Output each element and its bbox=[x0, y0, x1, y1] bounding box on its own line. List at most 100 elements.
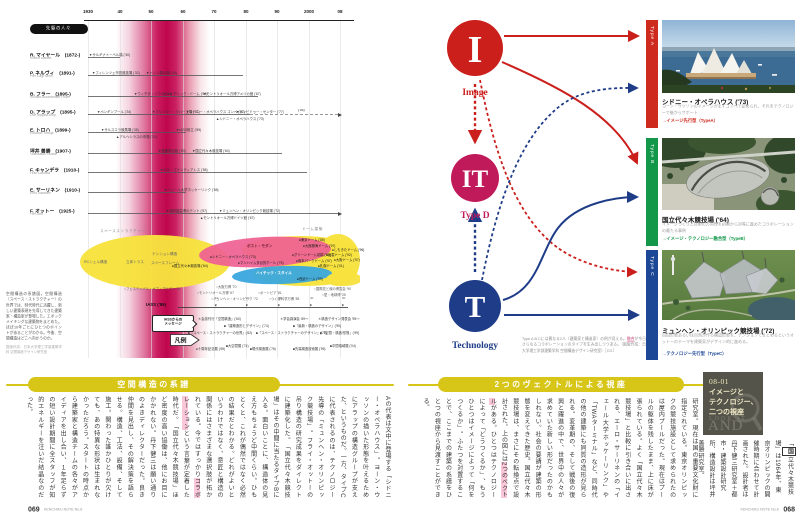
iass-item-label: ■『最新・構造のデザイン』('90) bbox=[293, 324, 342, 328]
node-tech-label: Technology bbox=[452, 341, 498, 351]
person-name: D. アラップ (1895-) bbox=[30, 110, 76, 116]
sidebar-quote: 「 bbox=[786, 440, 793, 447]
sidebar-dropcap: 国 bbox=[782, 447, 796, 456]
vector-diagram: I IT T Image Type D Technology bbox=[447, 20, 640, 351]
era-item-label: ●札幌ドーム ('01) bbox=[318, 264, 344, 268]
era-item-label: 立体トラス bbox=[126, 260, 144, 265]
era-item-label: ポスト・モダン bbox=[247, 244, 273, 249]
body-right-pre: 研究室。現在は国の重要文化財に指定されている。東京オリンピックの競技施設として求… bbox=[500, 398, 697, 498]
work-label: ▼IASS設立 ('59) bbox=[176, 128, 202, 132]
decade-label: 90 bbox=[274, 10, 280, 15]
footer-right: KENCHIKU NOTE No.8 068 bbox=[695, 501, 795, 519]
life-line bbox=[88, 213, 338, 214]
person-name-en: Pier Luigi Nervi bbox=[30, 75, 53, 79]
iass-tick-arrow: ▼ bbox=[309, 303, 313, 308]
life-line-arrowhead bbox=[338, 211, 342, 216]
work-label: ▼トリノ展示場 ('49) bbox=[146, 71, 178, 75]
life-line-dashed bbox=[250, 113, 338, 115]
iass-item-label: ■『スペース・ストラクチャーのデザイン』('76) bbox=[256, 331, 327, 335]
person-name-en: Eero Saarinen bbox=[30, 192, 52, 196]
person-name-en: Yoshikatsu Tsuboi bbox=[30, 153, 57, 157]
era-item-label: ○ミュンヘン・オリンピック '72 bbox=[211, 297, 258, 301]
photo-yoyogi-caption: イメージづくりと技術の方向性を初期から対等に進めたコラボレーションの最たる事例 bbox=[662, 222, 794, 234]
typeA-bar: Type A bbox=[646, 20, 658, 128]
era-item-label: ●しもきたドーム ('96) bbox=[332, 248, 365, 252]
person-name-en: Eduardo Torroja bbox=[30, 132, 54, 136]
typeB-bar-label: Type B bbox=[649, 144, 655, 165]
feature-box: 08-01 イメージと テクノロジー、 二つの視座 LOOK IT AND bbox=[703, 372, 763, 435]
iass-timeline bbox=[178, 307, 348, 308]
iass-item-label: ■『建築造形とデザイン』('74) bbox=[224, 324, 269, 328]
diagram-note-post: が今日、さらなるコラボレーションのタイプを生み出しつつある。（図版作成：日本大学… bbox=[522, 337, 650, 353]
person-name: 坪井 善勝 (1907-) bbox=[30, 149, 71, 155]
node-image-label: Image bbox=[462, 88, 487, 98]
work-label: ▼シドニー・オペラハウス コンペ ('57) bbox=[186, 110, 245, 114]
work-label: ▼国立代々木競技場 ('64) bbox=[192, 149, 230, 153]
figure-note-text: 空間構造の系譜図。空間構造〔スペース・ストラクチャー〕の世界では、時代時代に活躍… bbox=[6, 292, 62, 341]
person-name-en: Richard Buckminster Fuller bbox=[30, 96, 70, 100]
diagram-note-highlight: 融合 bbox=[626, 337, 635, 342]
body-left-pre: Aの代表は文中に登場する「シドニー・オペラハウス」。ヨーン・ウッソンの描いた形態… bbox=[193, 396, 390, 498]
iass-tick-number: 10 bbox=[214, 297, 218, 300]
life-line bbox=[88, 57, 120, 58]
typeC-bar: Type C bbox=[646, 250, 658, 360]
person-name: F. キャンデラ (1910-) bbox=[30, 168, 80, 174]
work-label: ▲モントリオール万博ドイツ館 ('67) bbox=[200, 216, 255, 220]
timeline-axis bbox=[84, 20, 354, 21]
iass-message-text: IASSからの メッセージ bbox=[163, 318, 183, 326]
work-label: ▼連邦園芸博のテント ('57) bbox=[166, 209, 208, 213]
node-image-circle bbox=[447, 20, 503, 76]
arrow-image-dashed-to-typeC bbox=[479, 79, 638, 278]
era-item-label: ●東京ドーム ('88) bbox=[299, 238, 325, 242]
node-tech-letter: T bbox=[465, 289, 486, 324]
decade-gridline bbox=[277, 20, 278, 358]
work-label: ▼モントリオール万博アメリカ館 ('67) bbox=[203, 92, 261, 96]
arrow-image-to-typeB bbox=[501, 61, 639, 165]
era-item-label: ●熊本パークドーム ('97) bbox=[296, 259, 332, 263]
blob-postmodern-pink bbox=[199, 236, 331, 268]
node-it-label: Type D bbox=[460, 211, 489, 221]
work-label: ▼ペンギンプール ('34) bbox=[97, 110, 132, 114]
figure-note-credit: 図版作成：日本大学理工学部建築学科 空間構造デザイン研究室 bbox=[6, 345, 62, 355]
era-item-label: RCシェル構造 bbox=[84, 260, 108, 265]
body-text-right: 研究室。現在は国の重要文化財に指定されている。東京オリンピックの競技施設として求… bbox=[405, 398, 699, 498]
era-label-dome: ドーム建築 bbox=[302, 227, 323, 232]
life-line bbox=[88, 96, 258, 97]
work-label: ▼ミュンヘン・オリンピック競技場 ('72) bbox=[219, 209, 281, 213]
iass-tick-arrow: ▼ bbox=[341, 303, 345, 308]
person-name-en: Robert Maillart bbox=[30, 57, 52, 61]
person-name: F. オットー (1925-) bbox=[30, 209, 75, 215]
photo-sydney-image bbox=[662, 20, 795, 93]
life-line bbox=[88, 132, 186, 133]
legend-arrow-shape bbox=[170, 334, 200, 346]
iass-tick-number: 20 bbox=[245, 297, 249, 300]
iass-item-label: ■大空間展 ('74) bbox=[226, 344, 249, 348]
person-name: E. サーリネン (1910-) bbox=[30, 188, 81, 194]
life-line-arrowhead bbox=[338, 112, 342, 117]
work-label: ▼イェール大学ホッケーリンク ('58) bbox=[164, 188, 219, 192]
era-item-label: ○つくば科学万博 '85 bbox=[269, 297, 300, 301]
work-label: ▼愛媛県民館 ('53) bbox=[158, 149, 186, 153]
diagram-note-pre: Type A.B.Cには異なる2人（建築家と構造家）の例が見える。 bbox=[522, 337, 627, 342]
iass-item-label: ●十周年記念展 ('69) bbox=[196, 347, 226, 351]
photo-munich-caption: 自由形態あるいは自然が作る構造形態を、テンションでまとめるというオットーのテーマ… bbox=[662, 333, 794, 345]
iass-item-label: ＊構造デザイン発表会 '95〜 bbox=[318, 317, 360, 321]
decade-label: 70 bbox=[211, 10, 217, 15]
decade-label: 80 bbox=[242, 10, 249, 15]
era-item-label: ●グリーンドーム前橋 ('90) bbox=[292, 253, 331, 257]
arrow-tech-dashed-to-typeA bbox=[481, 82, 639, 281]
node-tech-circle bbox=[449, 280, 501, 332]
magazine-title-right: KENCHIKU NOTE No.8 bbox=[740, 507, 779, 512]
section-title-right: 2つのヴェクトルによる視座 bbox=[438, 377, 684, 392]
era-item-label: ●西武ドーム ('99) bbox=[297, 277, 323, 281]
timeline-highlight-band bbox=[116, 20, 210, 358]
iass-tick-arrow: ▼ bbox=[245, 303, 249, 308]
legend-arrow: 凡例 bbox=[170, 334, 200, 346]
feature-watermark-big: AND bbox=[708, 418, 744, 434]
era-item-label: ●国立代々木競技場 ('64) bbox=[172, 264, 208, 268]
feature-watermark-small: LOOK IT bbox=[709, 416, 747, 422]
person-name-en: Ove Nyquist Arup bbox=[30, 114, 56, 118]
era-item-label: ○ポートピア '81 bbox=[258, 291, 282, 295]
typeA-bar-label: Type A bbox=[649, 26, 655, 46]
page-left: 1930 40 50 60 70 80 90 2000 08 先駆の人々 R. マイヤール (1… bbox=[0, 0, 400, 519]
